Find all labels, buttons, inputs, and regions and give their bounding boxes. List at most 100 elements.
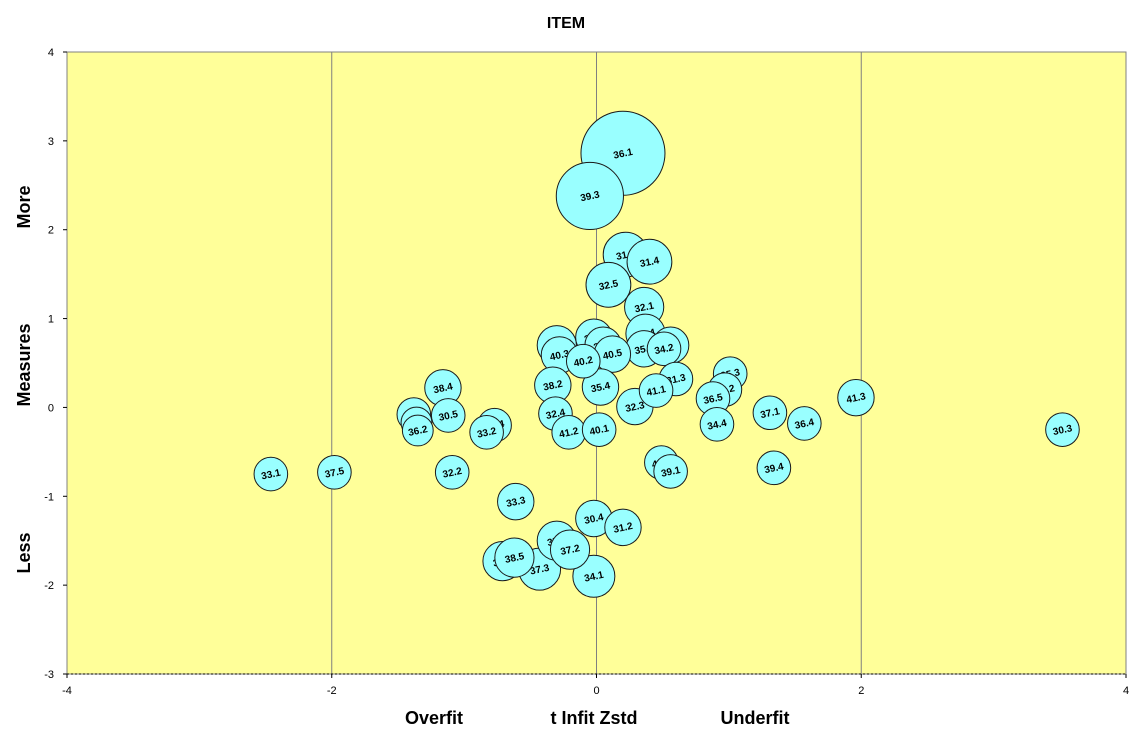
bubble-label: 33.1 (260, 468, 282, 483)
bubble-circle (469, 415, 504, 450)
bubble-circle (699, 407, 735, 442)
bubble-label: 34.4 (707, 418, 729, 433)
x-tick-label-2: 0 (593, 685, 599, 697)
bubble-label: 37.3 (529, 563, 551, 578)
bubble-label: 32.1 (634, 301, 656, 316)
bubble-circle (756, 450, 792, 486)
bubble-circle (585, 261, 632, 308)
bubble-label: 40.5 (602, 348, 624, 363)
bubble-label: 34.1 (583, 570, 605, 585)
bubble-circle (626, 238, 673, 285)
chart-title: ITEM (547, 15, 585, 32)
bubble: 32.5 (585, 261, 632, 308)
bubble-label: 31.4 (639, 255, 661, 270)
bubble-label: 37.2 (560, 543, 582, 558)
bubble: 34.4 (699, 407, 735, 442)
bubble-label: 30.3 (1052, 423, 1074, 438)
bubble-label: 38.2 (542, 379, 564, 394)
y-tick-label-6: 3 (48, 136, 54, 148)
bubble: 38.5 (494, 537, 535, 578)
bubble-circle (494, 537, 535, 578)
bubble-label: 40.2 (573, 355, 595, 370)
bubble-circle (555, 161, 624, 231)
bubble-label: 39.3 (579, 189, 601, 204)
x-label-infit-zstd: t Infit Zstd (551, 708, 638, 728)
bubble: 39.1 (653, 454, 688, 489)
bubble-label: 34.2 (654, 342, 676, 357)
x-tick-label-3: 2 (858, 685, 864, 697)
bubble-circle (430, 398, 466, 433)
bubble: 34.1 (572, 554, 616, 598)
bubble: 30.4 (575, 499, 613, 538)
bubble-label: 41.3 (845, 391, 867, 406)
bubble: 41.2 (551, 415, 587, 450)
bubble-label: 33.3 (505, 495, 527, 510)
y-tick-label-7: 4 (48, 47, 54, 59)
bubble-label: 32.5 (598, 278, 620, 293)
bubble-label: 40.1 (589, 423, 611, 438)
bubble-label: 36.4 (794, 417, 816, 432)
bubble: 39.4 (756, 450, 792, 486)
y-tick-label-1: -2 (44, 580, 54, 592)
bubble-circle (434, 454, 470, 490)
bubble-label: 38.4 (432, 381, 454, 396)
bubble-label: 37.5 (324, 466, 346, 481)
x-tick-label-0: -4 (62, 685, 72, 697)
bubble: 32.2 (434, 454, 470, 490)
x-label-overfit: Overfit (405, 708, 463, 728)
x-tick-label-1: -2 (327, 685, 337, 697)
bubble: 36.4 (787, 406, 822, 441)
bubble: 37.5 (317, 454, 352, 490)
bubble: 41.3 (837, 378, 875, 417)
bubble-label: 41.1 (646, 384, 668, 399)
bubble: 38.4 (424, 369, 462, 407)
bubble-circle (638, 373, 674, 408)
y-tick-label-0: -3 (44, 669, 54, 681)
bubble-label: 33.2 (476, 426, 498, 441)
bubble-label: 30.4 (583, 512, 605, 527)
bubble-label: 32.3 (624, 400, 646, 415)
bubble-label: 39.1 (660, 465, 682, 480)
y-label-measures: Measures (14, 323, 34, 406)
y-tick-label-5: 2 (48, 225, 54, 237)
bubble-label: 35.4 (590, 380, 612, 395)
bubble: 30.5 (430, 398, 466, 433)
bubble: 40.1 (581, 412, 617, 447)
x-tick-labels: -4 -2 0 2 4 (62, 674, 1129, 697)
bubble: 40.5 (593, 335, 632, 373)
bubble-circle (581, 368, 620, 406)
bubble: 40.2 (565, 343, 601, 379)
bubble-circle (549, 529, 591, 570)
bubble-label: 40.3 (549, 348, 571, 363)
bubble: 33.1 (253, 456, 289, 492)
bubble: 35.4 (581, 368, 620, 406)
bubble: 32.1 (624, 286, 665, 328)
bubble-circle (497, 482, 535, 521)
bubble: 31.4 (626, 238, 673, 285)
bubbles: 36.139.331.131.432.537.334.132.141.438.3… (253, 110, 1080, 598)
bubble: 36.5 (695, 381, 731, 416)
bubble: 39.3 (555, 161, 624, 231)
y-tick-labels: -3 -2 -1 0 1 2 3 4 (44, 47, 67, 681)
bubble: 34.2 (646, 331, 682, 367)
bubble-label: 36.2 (407, 424, 429, 439)
y-label-more: More (14, 185, 34, 228)
bubble-label: 36.1 (613, 147, 635, 162)
bubble: 33.3 (497, 482, 535, 521)
y-label-less: Less (14, 532, 34, 573)
bubble-circle (646, 331, 682, 367)
bubble: 37.1 (752, 395, 788, 431)
bubble-circle (253, 456, 289, 492)
y-tick-label-3: 0 (48, 402, 54, 414)
bubble-label: 37.1 (759, 406, 781, 421)
bubble-label: 41.2 (558, 426, 580, 441)
y-tick-label-4: 1 (48, 314, 54, 326)
bubble-circle (653, 454, 688, 489)
bubble-circle (604, 508, 642, 547)
bubble-circle (401, 414, 434, 447)
bubble-circle (565, 343, 601, 379)
bubble: 36.2 (401, 414, 434, 447)
bubble-label: 39.4 (763, 461, 785, 476)
bubble: 38.2 (534, 366, 572, 404)
